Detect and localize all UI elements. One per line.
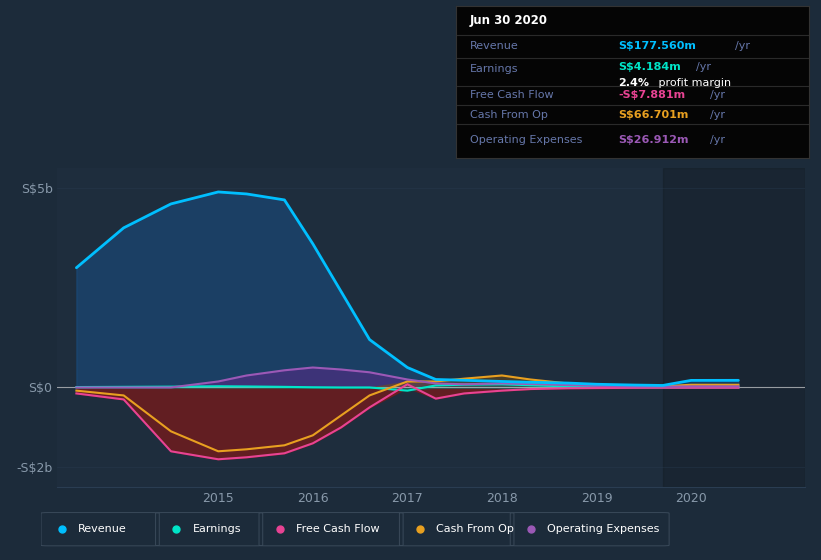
Text: S$177.560m: S$177.560m <box>618 41 696 51</box>
Text: profit margin: profit margin <box>655 77 732 87</box>
Text: /yr: /yr <box>710 110 725 119</box>
Text: Cash From Op: Cash From Op <box>470 110 548 119</box>
Text: Jun 30 2020: Jun 30 2020 <box>470 13 548 26</box>
Text: Free Cash Flow: Free Cash Flow <box>296 524 379 534</box>
Text: S$4.184m: S$4.184m <box>618 62 681 72</box>
Text: 2.4%: 2.4% <box>618 77 649 87</box>
Text: /yr: /yr <box>710 134 725 144</box>
Text: Operating Expenses: Operating Expenses <box>470 134 582 144</box>
Text: Revenue: Revenue <box>470 41 519 51</box>
Text: S$66.701m: S$66.701m <box>618 110 689 119</box>
Text: -S$7.881m: -S$7.881m <box>618 91 686 100</box>
Text: Revenue: Revenue <box>78 524 126 534</box>
Text: Earnings: Earnings <box>470 64 518 74</box>
Bar <box>663 168 805 487</box>
Text: /yr: /yr <box>735 41 750 51</box>
Text: /yr: /yr <box>710 91 725 100</box>
Text: Free Cash Flow: Free Cash Flow <box>470 91 553 100</box>
Text: Cash From Op: Cash From Op <box>437 524 514 534</box>
Text: /yr: /yr <box>695 62 711 72</box>
Text: Earnings: Earnings <box>192 524 241 534</box>
Text: Operating Expenses: Operating Expenses <box>548 524 659 534</box>
Text: S$26.912m: S$26.912m <box>618 134 689 144</box>
